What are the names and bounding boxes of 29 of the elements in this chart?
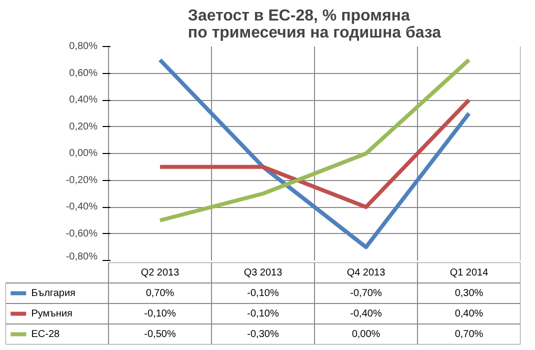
data-label: 0,30%: [454, 288, 484, 299]
y-tick-label: 0,20%: [69, 121, 98, 132]
data-label: 0,70%: [146, 288, 174, 299]
data-label: 0,70%: [454, 328, 484, 340]
y-tick-label: 0,00%: [69, 148, 98, 159]
y-tick-label: 0,60%: [69, 68, 98, 79]
y-tick-label: -0,80%: [66, 252, 98, 262]
x-tick-label: Q3 2013: [244, 267, 283, 278]
data-label: -0,40%: [350, 308, 382, 320]
data-label: 0,40%: [454, 308, 484, 320]
y-tick-label: -0,20%: [66, 174, 98, 186]
data-label: -0,10%: [247, 308, 279, 320]
data-label: 0,00%: [352, 328, 380, 340]
y-tick-label: 0,80%: [69, 41, 98, 52]
y-tick-label: -0,60%: [66, 228, 98, 240]
x-tick-label: Q4 2013: [346, 267, 386, 278]
data-label: -0,30%: [247, 328, 279, 340]
x-tick-label: Q1 2014: [450, 267, 489, 278]
legend-label: ЕС-28: [31, 328, 60, 340]
data-label: -0,50%: [144, 328, 176, 340]
y-tick-label: 0,40%: [69, 94, 98, 106]
y-tick-label: -0,40%: [66, 202, 98, 212]
data-label: -0,10%: [247, 288, 279, 299]
x-tick-label: Q2 2013: [140, 267, 180, 278]
data-label: -0,70%: [350, 288, 382, 299]
chart-title: Заетост в ЕС-28, % промяна по тримесечия на годишна база: [188, 8, 442, 42]
legend-label: Румъния: [31, 308, 72, 320]
legend-label: България: [31, 288, 76, 299]
data-label: -0,10%: [144, 308, 176, 320]
